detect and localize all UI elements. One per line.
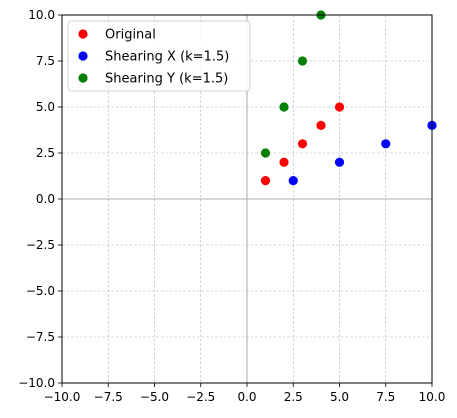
data-point-s2-1	[279, 102, 289, 112]
legend-box	[67, 20, 251, 92]
data-point-s0-1	[279, 157, 289, 167]
legend-label-0: Original	[105, 28, 156, 43]
x-tick-label-2: −5.0	[140, 390, 169, 404]
x-tick-label-5: 2.5	[284, 390, 303, 404]
legend-marker-1	[78, 51, 88, 61]
y-tick-label-4: 0.0	[36, 192, 55, 206]
legend: Original Shearing X (k=1.5) Shearing Y (k=…	[67, 20, 251, 92]
y-tick-label-7: 7.5	[36, 54, 55, 68]
y-axis-ticks: −10.0 −7.5 −5.0 −2.5 0.0 2.5 5.0 7.5 10.0	[18, 8, 62, 390]
data-point-s1-2	[381, 139, 391, 149]
series-1	[288, 120, 437, 186]
y-tick-label-3: −2.5	[26, 238, 55, 252]
x-tick-label-3: −2.5	[186, 390, 215, 404]
legend-marker-0	[78, 29, 88, 39]
x-tick-label-8: 10.0	[419, 390, 446, 404]
data-point-s0-0	[260, 176, 271, 186]
series-2	[260, 10, 326, 158]
y-tick-label-0: −10.0	[18, 376, 55, 390]
data-point-s2-2	[297, 56, 308, 66]
x-tick-label-1: −7.5	[94, 390, 123, 404]
x-tick-label-4: 0.0	[237, 390, 256, 404]
data-point-s0-4	[334, 102, 345, 112]
legend-label-1: Shearing X (k=1.5)	[105, 50, 229, 65]
data-points	[260, 10, 437, 186]
data-point-s0-3	[316, 120, 326, 130]
y-tick-label-2: −5.0	[26, 284, 55, 298]
legend-label-2: Shearing Y (k=1.5)	[105, 72, 228, 87]
x-tick-label-7: 7.5	[376, 390, 395, 404]
y-tick-label-6: 5.0	[36, 100, 55, 114]
data-point-s1-1	[334, 157, 345, 167]
x-axis-ticks: −10.0 −7.5 −5.0 −2.5 0.0 2.5 5.0 7.5 10.0	[44, 383, 446, 404]
y-tick-label-1: −7.5	[26, 330, 55, 344]
series-0	[260, 102, 345, 186]
data-point-s0-2	[297, 139, 308, 149]
y-tick-label-8: 10.0	[28, 8, 55, 22]
x-tick-label-0: −10.0	[44, 390, 81, 404]
data-point-s2-0	[260, 148, 271, 158]
data-point-s1-0	[288, 176, 298, 186]
legend-marker-2	[78, 73, 88, 83]
x-tick-label-6: 5.0	[330, 390, 349, 404]
y-tick-label-5: 2.5	[36, 146, 55, 160]
